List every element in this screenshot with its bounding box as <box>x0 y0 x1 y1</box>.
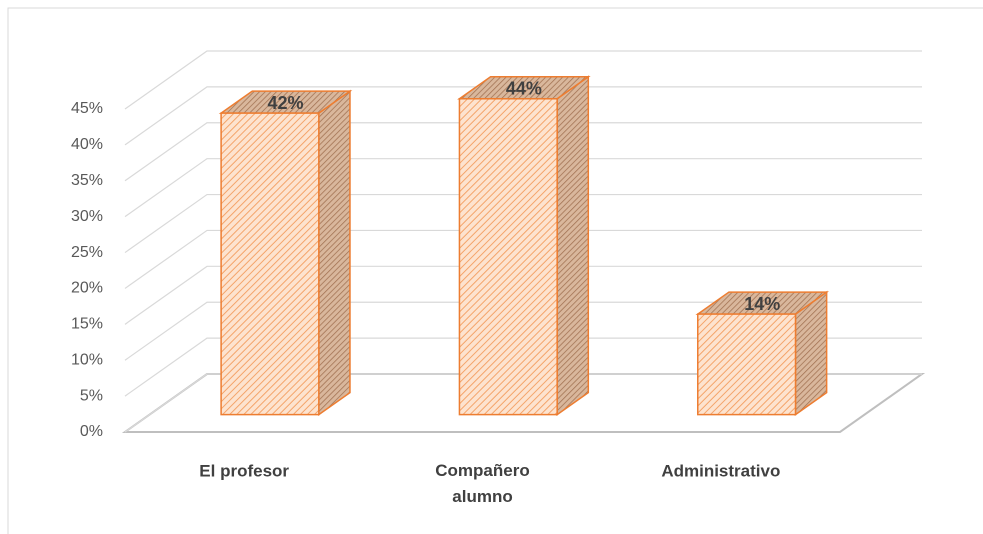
bar <box>458 98 558 416</box>
grid-line <box>124 86 922 146</box>
y-tick-label: 40% <box>71 136 103 153</box>
x-tick-label: Administrativo <box>661 461 780 480</box>
y-tick-label: 30% <box>71 208 103 225</box>
y-tick-label: 35% <box>71 172 103 189</box>
bar <box>220 112 320 416</box>
y-tick-label: 25% <box>71 244 103 261</box>
x-tick-label-line: alumno <box>452 487 512 506</box>
bar <box>697 313 797 416</box>
x-tick-label: El profesor <box>199 461 289 480</box>
y-tick-label: 20% <box>71 280 103 297</box>
grid-line <box>124 265 922 325</box>
y-tick-label: 45% <box>71 100 103 117</box>
grid-line <box>124 122 922 182</box>
y-tick-label: 10% <box>71 351 103 368</box>
chart-frame <box>7 7 983 534</box>
x-tick-label: Compañero alumno <box>435 461 529 506</box>
grid-line <box>124 301 922 361</box>
grid-line <box>124 229 922 289</box>
grid-line <box>124 337 922 397</box>
value-label: 42% <box>268 93 304 113</box>
y-tick-label: 15% <box>71 316 103 333</box>
grid-line <box>124 193 922 254</box>
bar-side <box>556 75 590 417</box>
bar-side <box>318 89 351 417</box>
y-tick-label: 0% <box>80 423 103 440</box>
grid-line <box>124 50 922 110</box>
grid-line <box>124 373 922 433</box>
grid-line <box>124 158 922 218</box>
y-tick-label: 5% <box>80 387 103 404</box>
x-tick-label-line: Compañero <box>435 461 529 480</box>
value-label: 14% <box>744 294 780 314</box>
value-label: 44% <box>506 79 542 99</box>
